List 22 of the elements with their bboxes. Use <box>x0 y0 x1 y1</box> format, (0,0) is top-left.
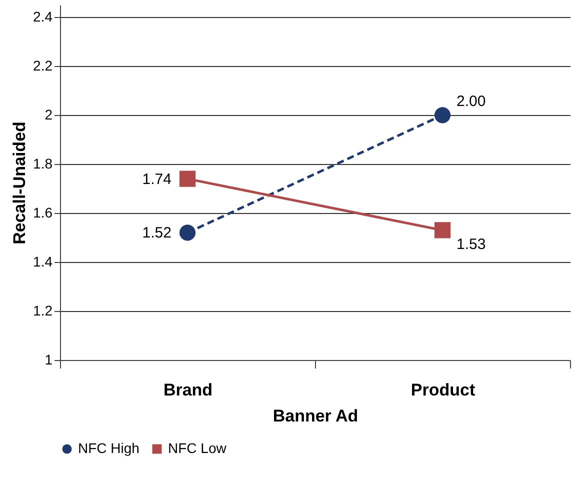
point <box>179 224 196 241</box>
point <box>179 170 196 187</box>
x-axis-title: Banner Ad <box>272 406 358 426</box>
point <box>434 222 451 238</box>
y-tick-label: 1.6 <box>33 204 53 221</box>
legend-label: NFC Low <box>168 440 228 456</box>
data-label: 1.52 <box>142 224 172 242</box>
legend-label: NFC High <box>78 440 140 456</box>
y-tick-label: 1 <box>44 352 53 368</box>
y-tick-label: 2.4 <box>33 8 53 25</box>
x-tick-label: Product <box>410 380 476 400</box>
x-tick-label: Brand <box>163 380 213 400</box>
y-tick-label: 2.2 <box>33 58 53 74</box>
y-tick-label: 2 <box>44 106 53 123</box>
data-label: 2.00 <box>456 93 486 110</box>
data-label: 1.53 <box>456 236 486 254</box>
data-label: 1.74 <box>142 170 172 188</box>
y-axis-title: Recall-Unaided <box>10 122 30 244</box>
y-tick-label: 1.2 <box>33 302 53 319</box>
y-tick-label: 1.4 <box>33 254 53 270</box>
y-tick-label: 1.8 <box>33 156 53 172</box>
point <box>434 107 451 124</box>
